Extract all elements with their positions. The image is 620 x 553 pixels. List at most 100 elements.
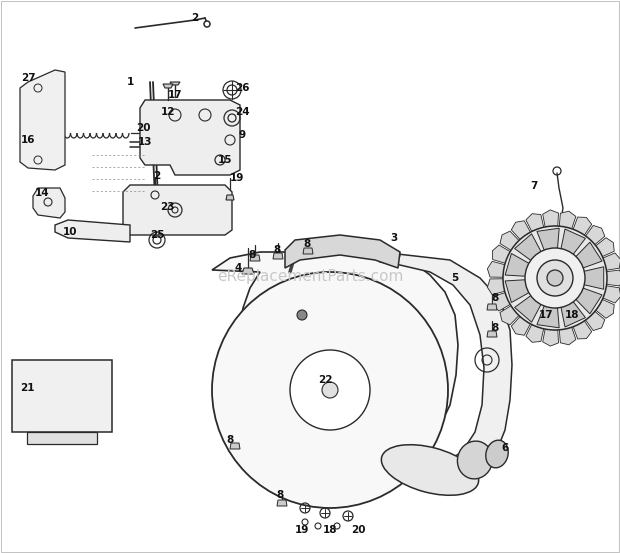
Text: 27: 27 [20, 73, 35, 83]
Text: 25: 25 [150, 230, 164, 240]
Text: 21: 21 [20, 383, 34, 393]
Polygon shape [487, 331, 497, 337]
Polygon shape [542, 210, 559, 227]
Polygon shape [277, 500, 287, 506]
Text: 6: 6 [502, 443, 508, 453]
Text: 9: 9 [239, 130, 246, 140]
Text: 8: 8 [492, 293, 498, 303]
Circle shape [290, 350, 370, 430]
Circle shape [525, 248, 585, 308]
Polygon shape [515, 296, 541, 322]
Polygon shape [140, 100, 240, 175]
Polygon shape [606, 270, 620, 286]
Text: 4: 4 [234, 263, 242, 273]
Polygon shape [55, 220, 130, 242]
Text: 8: 8 [303, 239, 311, 249]
Polygon shape [226, 195, 234, 200]
Polygon shape [123, 185, 232, 235]
Polygon shape [500, 231, 519, 251]
Polygon shape [487, 304, 497, 310]
Text: 10: 10 [63, 227, 78, 237]
Polygon shape [487, 262, 505, 277]
Polygon shape [537, 228, 559, 250]
Polygon shape [561, 302, 585, 327]
Text: 16: 16 [20, 135, 35, 145]
Polygon shape [596, 238, 614, 257]
Text: 3: 3 [391, 233, 397, 243]
Polygon shape [505, 280, 529, 302]
Circle shape [204, 21, 210, 27]
Polygon shape [487, 279, 505, 295]
Polygon shape [492, 245, 510, 263]
Text: 8: 8 [273, 245, 281, 255]
Text: 17: 17 [539, 310, 553, 320]
Text: 18: 18 [323, 525, 337, 535]
Text: 17: 17 [167, 90, 182, 100]
Circle shape [537, 260, 573, 296]
Text: 14: 14 [35, 188, 50, 198]
Polygon shape [576, 288, 602, 314]
Polygon shape [584, 267, 604, 289]
Polygon shape [515, 234, 541, 260]
Polygon shape [500, 306, 519, 325]
Polygon shape [596, 299, 614, 319]
Polygon shape [512, 316, 531, 335]
Polygon shape [526, 213, 544, 232]
Text: 24: 24 [235, 107, 249, 117]
Text: 20: 20 [136, 123, 150, 133]
Text: 22: 22 [317, 375, 332, 385]
Polygon shape [505, 253, 529, 276]
Ellipse shape [458, 441, 493, 479]
Polygon shape [303, 248, 313, 254]
Polygon shape [576, 242, 602, 268]
Circle shape [547, 270, 563, 286]
Polygon shape [586, 226, 605, 244]
Circle shape [297, 310, 307, 320]
Polygon shape [603, 286, 620, 303]
Polygon shape [242, 268, 254, 274]
Text: 8: 8 [277, 490, 283, 500]
Circle shape [212, 272, 448, 508]
Text: 8: 8 [249, 250, 255, 260]
Text: 12: 12 [161, 107, 175, 117]
Text: 23: 23 [160, 202, 174, 212]
Circle shape [503, 226, 607, 330]
Text: 20: 20 [351, 525, 365, 535]
Polygon shape [230, 443, 240, 449]
Polygon shape [163, 84, 173, 88]
Text: 8: 8 [226, 435, 234, 445]
Polygon shape [573, 217, 591, 235]
Text: 8: 8 [492, 323, 498, 333]
Text: 7: 7 [530, 181, 538, 191]
Text: 1: 1 [126, 77, 134, 87]
Polygon shape [537, 306, 559, 328]
Polygon shape [492, 293, 510, 311]
Text: 2: 2 [192, 13, 198, 23]
Text: eReplacementParts.com: eReplacementParts.com [217, 269, 403, 284]
Polygon shape [586, 311, 605, 331]
Polygon shape [250, 255, 260, 261]
Text: 15: 15 [218, 155, 232, 165]
Ellipse shape [381, 445, 479, 495]
Polygon shape [170, 82, 180, 85]
Polygon shape [20, 70, 65, 170]
Polygon shape [380, 252, 512, 483]
Polygon shape [573, 321, 591, 339]
Text: 19: 19 [230, 173, 244, 183]
Polygon shape [561, 229, 585, 254]
Ellipse shape [486, 440, 508, 468]
Polygon shape [12, 360, 112, 432]
Polygon shape [526, 325, 544, 342]
Text: 19: 19 [295, 525, 309, 535]
Polygon shape [603, 253, 620, 270]
Text: 2: 2 [153, 171, 161, 181]
Polygon shape [273, 253, 283, 259]
Text: 5: 5 [451, 273, 459, 283]
Polygon shape [33, 188, 65, 218]
Polygon shape [285, 235, 400, 268]
Polygon shape [512, 221, 531, 239]
Text: 18: 18 [565, 310, 579, 320]
Polygon shape [212, 242, 458, 480]
Polygon shape [559, 211, 576, 229]
Polygon shape [559, 327, 576, 345]
